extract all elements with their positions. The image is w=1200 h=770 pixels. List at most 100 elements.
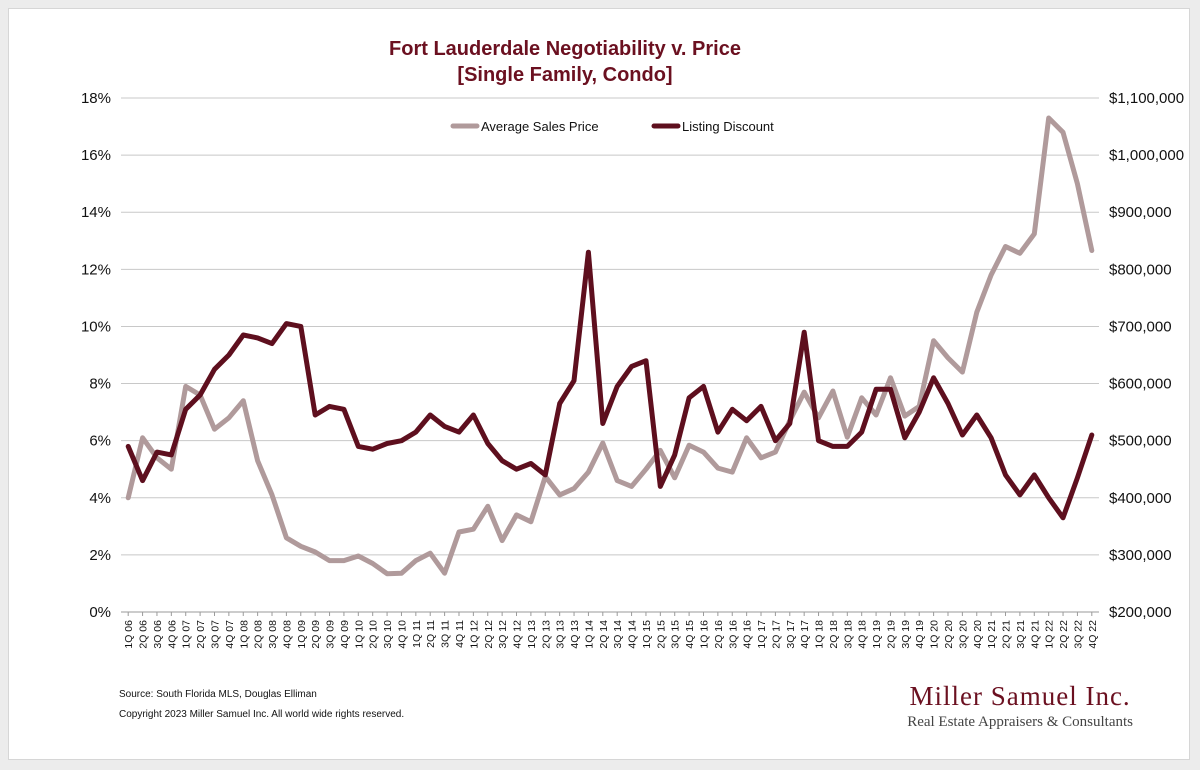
x-tick-label: 2Q 11 <box>425 620 437 648</box>
source-note: Source: South Florida MLS, Douglas Ellim… <box>119 689 317 700</box>
right-tick-label: $1,100,000 <box>1109 90 1184 107</box>
x-tick-label: 2Q 06 <box>138 620 150 649</box>
x-tick-label: 4Q 21 <box>1029 620 1041 649</box>
x-tick-label: 4Q 09 <box>339 620 351 649</box>
left-tick-label: 6% <box>89 433 111 450</box>
x-tick-label: 3Q 09 <box>325 620 337 649</box>
left-tick-label: 18% <box>81 90 111 107</box>
right-tick-label: $700,000 <box>1109 318 1172 335</box>
x-tick-label: 3Q 13 <box>555 620 567 649</box>
company-logo: Miller Samuel Inc. Real Estate Appraiser… <box>907 681 1133 731</box>
x-tick-label: 1Q 06 <box>123 620 135 649</box>
right-tick-label: $500,000 <box>1109 433 1172 450</box>
x-tick-label: 1Q 22 <box>1044 620 1056 649</box>
x-tick-label: 3Q 19 <box>900 620 912 649</box>
x-tick-label: 4Q 18 <box>857 620 869 649</box>
left-tick-label: 10% <box>81 318 111 335</box>
x-axis: 1Q 06 2Q 06 3Q 06 4Q 06 1Q 07 2Q 07 3Q 07 4Q 07… <box>123 612 1099 649</box>
x-tick-label: 1Q 18 <box>814 620 826 649</box>
right-tick-label: $200,000 <box>1109 604 1172 621</box>
x-tick-label: 2Q 10 <box>368 620 380 649</box>
x-tick-label: 4Q 11 <box>454 620 466 648</box>
x-tick-label: 3Q 18 <box>842 620 854 649</box>
x-tick-label: 2Q 15 <box>655 620 667 649</box>
x-tick-label: 1Q 17 <box>756 620 768 649</box>
left-tick-label: 2% <box>89 547 111 564</box>
right-y-axis: $200,000 $300,000 $400,000 $500,000 $600,000… <box>1109 90 1184 621</box>
chart-title: Fort Lauderdale Negotiability v. Price <box>389 38 741 60</box>
x-tick-label: 2Q 18 <box>828 620 840 649</box>
right-tick-label: $300,000 <box>1109 547 1172 564</box>
x-tick-label: 4Q 20 <box>972 620 984 649</box>
chart-subtitle: [Single Family, Condo] <box>457 64 672 86</box>
x-tick-label: 2Q 20 <box>943 620 955 649</box>
left-tick-label: 12% <box>81 261 111 278</box>
x-tick-label: 4Q 10 <box>396 620 408 649</box>
x-tick-label: 2Q 07 <box>195 620 207 649</box>
chart-canvas: Fort Lauderdale Negotiability v. Price [… <box>81 38 1184 649</box>
right-tick-label: $800,000 <box>1109 261 1172 278</box>
right-tick-label: $900,000 <box>1109 204 1172 221</box>
x-tick-label: 3Q 20 <box>957 620 969 649</box>
x-tick-label: 2Q 19 <box>885 620 897 649</box>
series-line-average-sales-price <box>125 115 1095 577</box>
x-tick-label: 3Q 06 <box>152 620 164 649</box>
x-tick-label: 3Q 16 <box>727 620 739 649</box>
x-tick-label: 1Q 16 <box>698 620 710 649</box>
x-tick-label: 2Q 09 <box>310 620 322 649</box>
x-tick-label: 2Q 13 <box>540 620 552 649</box>
x-tick-label: 1Q 15 <box>641 620 653 649</box>
x-tick-label: 4Q 08 <box>281 620 293 649</box>
series-lines <box>125 115 1095 577</box>
left-tick-label: 0% <box>89 604 111 621</box>
x-tick-label: 4Q 13 <box>569 620 581 649</box>
x-tick-label: 1Q 09 <box>296 620 308 649</box>
x-tick-label: 1Q 12 <box>468 620 480 649</box>
x-tick-label: 3Q 10 <box>382 620 394 649</box>
x-tick-label: 3Q 11 <box>440 620 452 648</box>
legend: Average Sales Price Listing Discount <box>450 119 774 134</box>
x-tick-label: 3Q 08 <box>267 620 279 649</box>
x-tick-label: 2Q 21 <box>1001 620 1013 649</box>
right-tick-label: $400,000 <box>1109 490 1172 507</box>
x-tick-label: 3Q 14 <box>612 620 624 649</box>
x-tick-label: 2Q 12 <box>483 620 495 649</box>
x-tick-label: 2Q 08 <box>253 620 265 649</box>
x-tick-label: 4Q 19 <box>914 620 926 649</box>
left-tick-label: 4% <box>89 490 111 507</box>
x-tick-label: 3Q 22 <box>1072 620 1084 649</box>
x-tick-label: 4Q 14 <box>627 620 639 649</box>
right-tick-label: $600,000 <box>1109 376 1172 393</box>
x-tick-label: 2Q 14 <box>598 620 610 649</box>
x-tick-label: 4Q 16 <box>742 620 754 649</box>
x-tick-label: 1Q 20 <box>929 620 941 649</box>
x-tick-label: 1Q 21 <box>986 620 998 649</box>
x-tick-label: 4Q 07 <box>224 620 236 649</box>
x-tick-label: 3Q 21 <box>1015 620 1027 649</box>
x-tick-label: 4Q 12 <box>512 620 524 649</box>
chart-frame: Fort Lauderdale Negotiability v. Price [… <box>8 8 1190 760</box>
x-tick-label: 1Q 11 <box>411 620 423 648</box>
x-tick-label: 4Q 22 <box>1087 620 1099 649</box>
x-tick-label: 3Q 15 <box>670 620 682 649</box>
left-y-axis: 0% 2% 4% 6% 8% 10% 12% 14% 16% 18% <box>81 90 111 621</box>
x-tick-label: 1Q 10 <box>353 620 365 649</box>
x-tick-label: 2Q 16 <box>713 620 725 649</box>
series-line-listing-discount <box>125 249 1095 521</box>
x-tick-label: 2Q 22 <box>1058 620 1070 649</box>
left-tick-label: 14% <box>81 204 111 221</box>
x-tick-label: 2Q 17 <box>770 620 782 649</box>
left-tick-label: 8% <box>89 376 111 393</box>
gridlines <box>121 97 1099 613</box>
left-tick-label: 16% <box>81 147 111 164</box>
x-tick-label: 1Q 14 <box>583 620 595 649</box>
x-tick-label: 4Q 17 <box>799 620 811 649</box>
logo-tagline: Real Estate Appraisers & Consultants <box>907 714 1133 730</box>
x-tick-label: 1Q 13 <box>526 620 538 649</box>
logo-name: Miller Samuel Inc. <box>909 681 1131 711</box>
copyright-note: Copyright 2023 Miller Samuel Inc. All wo… <box>119 709 405 720</box>
x-tick-label: 4Q 06 <box>166 620 178 649</box>
x-tick-label: 1Q 07 <box>181 620 193 649</box>
x-tick-label: 3Q 07 <box>209 620 221 649</box>
x-tick-label: 3Q 17 <box>785 620 797 649</box>
